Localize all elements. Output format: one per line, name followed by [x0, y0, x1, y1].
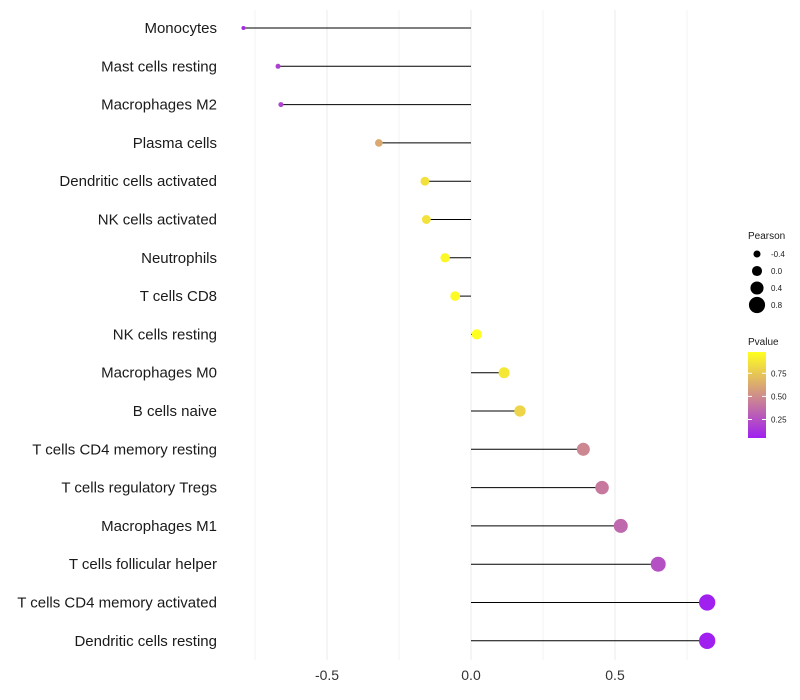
pearson-legend-label: 0.4 — [771, 284, 783, 293]
category-label: T cells CD8 — [140, 288, 217, 305]
lollipop-point — [576, 442, 590, 456]
x-tick-label: 0.0 — [461, 667, 481, 683]
x-axis-ticks: -0.5 0.0 0.5 — [315, 667, 625, 683]
category-label: B cells naive — [133, 403, 217, 420]
category-label: T cells regulatory Tregs — [61, 480, 217, 497]
lollipop-point — [699, 632, 716, 649]
category-label: NK cells activated — [98, 212, 217, 229]
pearson-legend-title: Pearson — [748, 231, 785, 242]
grid-layer — [254, 10, 688, 660]
pearson-legend-label: 0.8 — [771, 301, 783, 310]
lollipop-point — [375, 139, 383, 147]
pearson-legend-label: 0.0 — [771, 267, 783, 276]
x-tick-label: -0.5 — [315, 667, 339, 683]
lollipop-point — [613, 518, 628, 533]
pearson-legend-key — [753, 250, 761, 258]
category-label: T cells CD4 memory resting — [32, 441, 217, 458]
pearson-legend-key — [748, 296, 766, 314]
lollipop-point — [278, 102, 284, 108]
category-label: T cells CD4 memory activated — [17, 595, 217, 612]
pvalue-legend-label: 0.25 — [771, 416, 787, 425]
pearson-legend: Pearson -0.4 0.0 0.4 0.8 — [748, 231, 785, 314]
category-label: NK cells resting — [113, 326, 217, 343]
lollipop-point — [595, 480, 609, 495]
lollipop-point — [650, 556, 666, 572]
category-label: Mast cells resting — [101, 58, 217, 75]
lollipop-point — [699, 594, 716, 611]
category-label: T cells follicular helper — [69, 556, 217, 573]
lollipop-point — [450, 291, 460, 301]
pvalue-legend-title: Pvalue — [748, 337, 779, 348]
pvalue-legend: Pvalue 0.75 0.50 0.25 — [748, 337, 787, 438]
lollipop-point — [514, 405, 526, 417]
pvalue-legend-label: 0.50 — [771, 392, 787, 401]
category-label: Neutrophils — [141, 250, 217, 267]
lollipop-point — [241, 25, 246, 31]
category-label: Dendritic cells activated — [59, 173, 217, 190]
lollipop-point — [440, 253, 450, 263]
pearson-legend-key — [750, 281, 764, 295]
category-label: Macrophages M0 — [101, 365, 217, 382]
category-label: Macrophages M1 — [101, 518, 217, 535]
lollipop-point — [275, 63, 281, 69]
pvalue-colorbar — [748, 352, 766, 438]
category-label: Macrophages M2 — [101, 97, 217, 114]
pvalue-legend-label: 0.75 — [771, 369, 787, 378]
point-layer — [241, 25, 716, 649]
pearson-legend-key — [751, 265, 763, 277]
lollipop-point — [498, 367, 510, 379]
x-tick-label: 0.5 — [605, 667, 625, 683]
lollipop-point — [471, 329, 482, 340]
category-labels: Monocytes Mast cells resting Macrophages M… — [17, 20, 217, 650]
category-label: Plasma cells — [133, 135, 217, 152]
category-label: Dendritic cells resting — [74, 633, 217, 650]
lollipop-point — [420, 176, 430, 186]
category-label: Monocytes — [144, 20, 217, 37]
lollipop-point — [421, 215, 431, 224]
pearson-legend-label: -0.4 — [771, 250, 785, 259]
